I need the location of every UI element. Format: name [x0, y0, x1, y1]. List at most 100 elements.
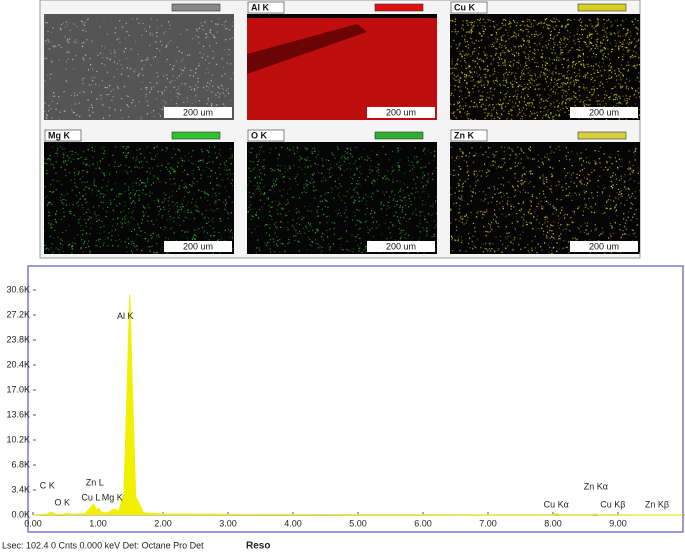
map-dot [249, 196, 252, 198]
map-dot [114, 32, 116, 34]
map-dot [359, 220, 361, 222]
map-dot [334, 180, 336, 182]
map-dot [459, 80, 461, 82]
map-image [450, 14, 641, 121]
map-dot [169, 178, 171, 180]
map-dot [628, 167, 630, 169]
map-dot [168, 252, 170, 254]
map-dot [461, 218, 463, 220]
map-dot [365, 179, 367, 182]
map-dot [274, 232, 276, 234]
map-dot [198, 63, 200, 65]
map-dot [60, 166, 62, 168]
map-dot [228, 237, 231, 239]
map-dot [485, 108, 487, 110]
map-dot [216, 184, 218, 187]
map-dot [505, 23, 507, 25]
map-dot [79, 216, 81, 218]
map-dot [423, 174, 425, 176]
map-dot [570, 81, 572, 83]
map-dot [362, 197, 364, 199]
map-dot [165, 61, 167, 63]
map-dot [635, 96, 637, 98]
map-dot [153, 200, 155, 202]
map-dot [113, 49, 115, 51]
map-dot [462, 217, 464, 219]
map-dot [542, 174, 544, 176]
map-dot [247, 211, 249, 213]
map-dot [549, 25, 551, 27]
map-dot [534, 88, 536, 90]
map-dot [470, 22, 472, 24]
map-dot [66, 51, 68, 53]
map-dot [156, 252, 158, 254]
map-dot [508, 214, 510, 216]
map-dot [341, 249, 343, 251]
map-dot [580, 179, 583, 181]
map-dot [637, 19, 639, 22]
map-dot [435, 212, 438, 214]
map-dot [565, 91, 567, 93]
map-dot [547, 24, 549, 27]
map-dot [480, 76, 482, 79]
map-dot [486, 54, 488, 56]
map-dot [469, 237, 471, 239]
map-dot [341, 174, 343, 176]
map-dot [566, 214, 568, 216]
map-dot [471, 30, 473, 33]
map-dot [481, 170, 483, 172]
map-dot [331, 188, 333, 190]
map-dot [289, 165, 291, 168]
map-dot [495, 53, 497, 55]
map-dot [390, 237, 392, 239]
map-dot [108, 115, 111, 117]
map-dot [63, 91, 65, 93]
map-dot [516, 98, 518, 100]
map-dot [298, 197, 301, 199]
map-dot [578, 86, 580, 88]
map-dot [584, 89, 586, 91]
map-dot [106, 33, 108, 35]
map-dot [571, 47, 573, 49]
map-dot [373, 180, 375, 183]
map-dot [451, 58, 453, 60]
map-dot [51, 100, 53, 102]
map-dot [49, 214, 51, 216]
map-dot [639, 252, 641, 254]
map-dot [249, 191, 251, 193]
map-dot [96, 98, 98, 100]
map-dot [631, 54, 633, 56]
map-dot [629, 49, 631, 51]
map-dot [458, 86, 460, 88]
map-image [44, 14, 234, 120]
map-dot [58, 44, 60, 46]
map-dot [529, 150, 531, 152]
map-dot [151, 34, 154, 36]
map-dot [130, 241, 132, 243]
map-dot [266, 224, 268, 226]
map-background [450, 142, 640, 254]
map-dot [579, 75, 581, 77]
map-dot [491, 43, 494, 45]
map-dot [590, 33, 593, 35]
map-dot [89, 115, 91, 117]
map-dot [488, 113, 490, 115]
map-dot [458, 101, 460, 103]
map-dot [462, 50, 464, 52]
map-dot [249, 200, 251, 203]
map-dot [596, 25, 598, 27]
map-dot [580, 29, 582, 31]
map-dot [471, 68, 473, 70]
map-dot [135, 159, 137, 161]
map-dot [470, 24, 473, 26]
map-dot [158, 113, 160, 115]
map-dot [231, 25, 233, 27]
map-dot [224, 229, 226, 231]
map-dot [559, 53, 561, 55]
map-dot [297, 173, 299, 175]
map-dot [567, 172, 569, 174]
map-dot [491, 95, 494, 97]
map-dot [178, 217, 180, 219]
map-dot [504, 60, 506, 62]
map-dot [158, 236, 160, 238]
